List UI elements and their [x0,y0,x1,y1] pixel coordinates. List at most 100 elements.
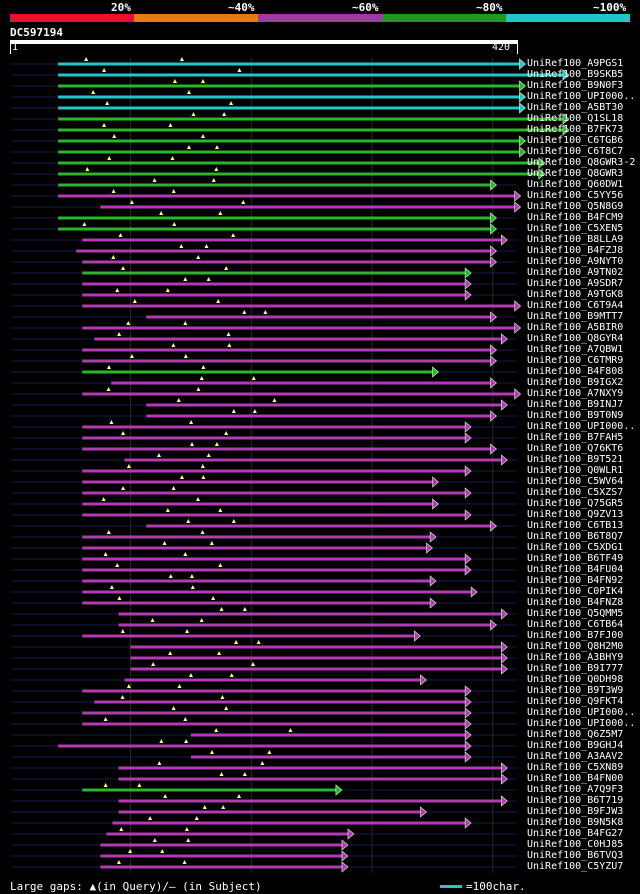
hit-label[interactable]: UniRef100_B6TF49 [527,553,624,564]
hit-label[interactable]: UniRef100_Q6Z5M7 [527,729,624,740]
hit-row[interactable] [11,519,517,532]
hit-label[interactable]: UniRef100_B9GHJ4 [527,740,624,751]
hit-row[interactable] [11,541,517,554]
hit-label[interactable]: UniRef100_B4FU04 [527,564,624,575]
hit-label[interactable]: UniRef100_C6T8C7 [527,146,624,157]
hit-row[interactable] [11,673,517,686]
hit-label[interactable]: UniRef100_B4FG27 [527,828,624,839]
hit-row[interactable] [11,156,546,169]
hit-row[interactable] [11,640,517,653]
hit-label[interactable]: UniRef100_A5BIR0 [527,322,624,333]
hit-label[interactable]: UniRef100_B7FAH5 [527,432,624,443]
hit-label[interactable]: UniRef100_C6TMR9 [527,355,624,366]
hit-row[interactable] [11,816,517,829]
hit-row[interactable] [11,244,517,257]
hit-row[interactable] [11,266,517,279]
hit-row[interactable] [11,618,517,631]
hit-row[interactable] [11,706,517,719]
hit-label[interactable]: UniRef100_UPI000.. [527,718,636,729]
hit-row[interactable] [11,849,517,862]
hit-row[interactable] [11,365,517,378]
hit-row[interactable] [11,90,526,103]
hit-label[interactable]: UniRef100_B7FK73 [527,124,624,135]
hit-label[interactable]: UniRef100_UPI000.. [527,91,636,102]
hit-row[interactable] [11,695,517,708]
hit-label[interactable]: UniRef100_C0PIK4 [527,586,624,597]
hit-row[interactable] [11,750,517,763]
hit-row[interactable] [11,607,517,620]
hit-label[interactable]: UniRef100_Q1SL18 [527,113,624,124]
hit-row[interactable] [11,277,517,290]
hit-label[interactable]: UniRef100_B6T8Q7 [527,531,624,542]
hit-row[interactable] [11,464,517,477]
hit-label[interactable]: UniRef100_C5YZU7 [527,861,624,872]
hit-label[interactable]: UniRef100_B7FJ00 [527,630,624,641]
hit-row[interactable] [11,805,517,818]
hit-label[interactable]: UniRef100_C6TGB6 [527,135,624,146]
hit-row[interactable] [11,211,517,224]
hit-row[interactable] [11,860,517,873]
hit-row[interactable] [11,134,526,147]
hit-row[interactable] [11,728,517,741]
hit-label[interactable]: UniRef100_B4FNZ8 [527,597,624,608]
hit-label[interactable]: UniRef100_B4FCM9 [527,212,624,223]
hit-label[interactable]: UniRef100_B9MTT7 [527,311,624,322]
hit-label[interactable]: UniRef100_B9SKB5 [527,69,624,80]
hit-label[interactable]: UniRef100_C5XDG1 [527,542,624,553]
hit-row[interactable] [11,761,517,774]
hit-row[interactable] [11,321,522,334]
hit-label[interactable]: UniRef100_C6T9A4 [527,300,624,311]
hit-row[interactable] [11,717,517,730]
hit-row[interactable] [11,552,517,565]
hit-label[interactable]: UniRef100_A7Q9F3 [527,784,624,795]
hit-row[interactable] [11,112,570,125]
hit-row[interactable] [11,299,522,312]
hit-row[interactable] [11,651,517,664]
hit-row[interactable] [11,629,517,642]
hit-label[interactable]: UniRef100_A9TN02 [527,267,624,278]
hit-label[interactable]: UniRef100_A5BT30 [527,102,624,113]
hit-row[interactable] [11,442,517,455]
hit-row[interactable] [11,178,517,191]
hit-label[interactable]: UniRef100_Q5QMM5 [527,608,624,619]
hit-row[interactable] [11,574,517,587]
hit-row[interactable] [11,57,526,70]
hit-row[interactable] [11,387,522,400]
hit-label[interactable]: UniRef100_Q8GWR3 [527,168,624,179]
hit-label[interactable]: UniRef100_Q9FKT4 [527,696,624,707]
hit-row[interactable] [11,420,517,433]
hit-label[interactable]: UniRef100_Q60DW1 [527,179,624,190]
hit-row[interactable] [11,200,522,213]
hit-row[interactable] [11,783,517,796]
hit-row[interactable] [11,145,526,158]
hit-row[interactable] [11,222,517,235]
hit-label[interactable]: UniRef100_B9T0N9 [527,410,624,421]
hit-label[interactable]: UniRef100_B4F808 [527,366,624,377]
hit-label[interactable]: UniRef100_B9IGX2 [527,377,624,388]
hit-label[interactable]: UniRef100_Q8GYR4 [527,333,624,344]
hit-label[interactable]: UniRef100_C5XEN5 [527,223,624,234]
hit-label[interactable]: UniRef100_B9INJ7 [527,399,624,410]
hit-label[interactable]: UniRef100_B9N5K8 [527,817,624,828]
hit-row[interactable] [11,772,517,785]
hit-label[interactable]: UniRef100_Q9ZV13 [527,509,624,520]
hit-label[interactable]: UniRef100_Q75GR5 [527,498,624,509]
hit-row[interactable] [11,343,517,356]
hit-row[interactable] [11,453,517,466]
hit-row[interactable] [11,739,517,752]
hit-row[interactable] [11,189,522,202]
hit-row[interactable] [11,486,517,499]
hit-label[interactable]: UniRef100_Q0DH98 [527,674,624,685]
hit-row[interactable] [11,497,517,510]
hit-label[interactable]: UniRef100_C5WV64 [527,476,624,487]
hit-label[interactable]: UniRef100_A9PGS1 [527,58,624,69]
hit-row[interactable] [11,475,517,488]
hit-row[interactable] [11,310,517,323]
hit-label[interactable]: UniRef100_UPI000.. [527,707,636,718]
hit-row[interactable] [11,101,526,114]
hit-label[interactable]: UniRef100_B9T3W9 [527,685,624,696]
hit-label[interactable]: UniRef100_B9T521 [527,454,624,465]
hit-label[interactable]: UniRef100_A3AAV2 [527,751,624,762]
hit-row[interactable] [11,585,517,598]
hit-label[interactable]: UniRef100_B6TVQ3 [527,850,624,861]
